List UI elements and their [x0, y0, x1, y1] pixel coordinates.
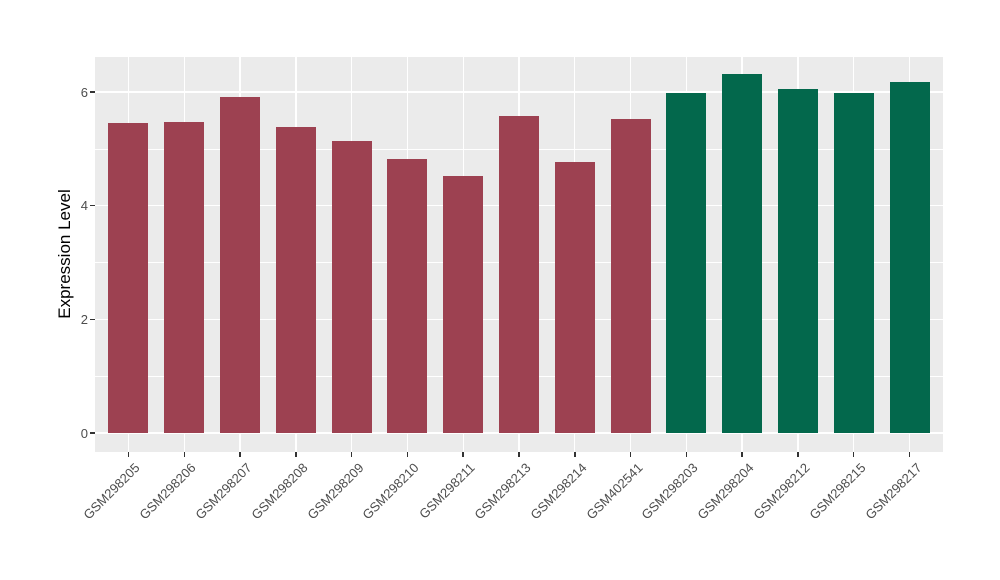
x-tick-label-GSM298215: GSM298215 [806, 460, 869, 523]
bar-GSM298207 [220, 97, 261, 433]
bar-GSM298214 [554, 161, 595, 433]
x-tick-label-GSM298207: GSM298207 [192, 460, 255, 523]
y-tick-mark-0 [90, 432, 95, 434]
bar-GSM298206 [164, 121, 205, 433]
y-tick-mark-4 [90, 204, 95, 207]
x-tick-label-GSM298212: GSM298212 [750, 460, 813, 523]
bar-GSM298217 [889, 82, 930, 433]
plot-panel [95, 57, 943, 452]
x-tick-mark-GSM298215 [852, 452, 855, 457]
x-tick-label-GSM298217: GSM298217 [861, 460, 925, 523]
x-tick-label-GSM298206: GSM298206 [136, 460, 199, 523]
x-tick-label-GSM298210: GSM298210 [359, 460, 423, 523]
bar-GSM298205 [108, 123, 149, 433]
y-tick-label-2: 2 [80, 311, 88, 327]
bar-GSM298213 [499, 115, 539, 433]
x-tick-mark-GSM298213 [518, 452, 520, 457]
x-tick-mark-GSM298212 [797, 452, 799, 457]
x-tick-mark-GSM298211 [462, 452, 464, 457]
bar-GSM298212 [777, 88, 818, 433]
x-tick-label-GSM298211: GSM298211 [416, 460, 478, 522]
x-tick-mark-GSM298203 [685, 452, 688, 457]
x-tick-mark-GSM298214 [574, 452, 576, 457]
bar-GSM402541 [610, 118, 651, 433]
x-tick-mark-GSM298208 [295, 452, 297, 457]
x-tick-mark-GSM298205 [127, 452, 130, 457]
bar-GSM298210 [387, 158, 428, 433]
y-tick-label-6: 6 [80, 84, 88, 100]
x-tick-mark-GSM298210 [406, 452, 409, 457]
y-tick-label-4: 4 [80, 198, 88, 214]
y-tick-label-0: 0 [80, 425, 88, 441]
x-tick-mark-GSM298217 [908, 452, 911, 457]
bar-GSM298204 [722, 74, 763, 433]
bar-GSM298215 [833, 93, 874, 433]
x-tick-mark-GSM298209 [350, 452, 353, 457]
y-tick-mark-2 [90, 318, 95, 321]
x-tick-mark-GSM298206 [183, 452, 185, 457]
x-tick-mark-GSM402541 [629, 452, 632, 457]
x-tick-label-GSM298205: GSM298205 [80, 460, 144, 523]
bar-GSM298209 [331, 141, 372, 433]
bar-GSM298211 [443, 176, 484, 433]
x-tick-label-GSM298203: GSM298203 [638, 460, 701, 523]
x-tick-label-GSM298214: GSM298214 [527, 460, 590, 523]
x-tick-mark-GSM298207 [239, 452, 241, 457]
x-tick-label-GSM298204: GSM298204 [694, 460, 757, 523]
bar-GSM298208 [275, 127, 316, 433]
x-tick-mark-GSM298204 [741, 452, 743, 457]
x-tick-label-GSM298209: GSM298209 [304, 460, 367, 523]
x-tick-label-GSM402541: GSM402541 [582, 460, 646, 523]
y-tick-mark-6 [90, 91, 95, 93]
x-tick-label-GSM298213: GSM298213 [471, 460, 534, 523]
x-tick-label-GSM298208: GSM298208 [248, 460, 311, 523]
bar-GSM298203 [666, 92, 707, 433]
